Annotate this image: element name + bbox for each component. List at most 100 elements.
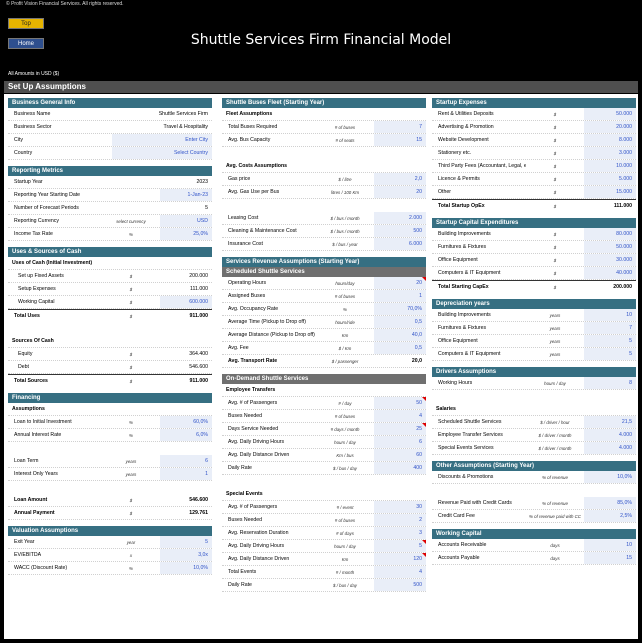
assumption-row: Buses Needed # of buses 4 xyxy=(222,410,426,423)
input-cell[interactable]: 30 xyxy=(374,501,426,513)
assumption-row: WACC (Discount Rate)% 10,0% xyxy=(8,562,212,575)
input-cell[interactable]: 2,5% xyxy=(584,510,636,522)
input-cell[interactable]: 1 xyxy=(160,468,212,480)
currency-note: All Amounts in USD ($) xyxy=(8,71,60,77)
input-cell[interactable]: USD xyxy=(160,215,212,227)
input-cell[interactable]: 6,0% xyxy=(160,429,212,441)
top-button[interactable]: Top xyxy=(8,18,44,29)
assumption-row: Avg. Daily Distance Driven Km 120 xyxy=(222,553,426,566)
input-cell[interactable]: 7 xyxy=(584,322,636,334)
input-cell[interactable]: 6 xyxy=(160,455,212,467)
input-cell[interactable]: 2.000 xyxy=(374,212,426,224)
input-cell[interactable]: 15.000 xyxy=(584,186,636,198)
input-cell[interactable]: Enter City xyxy=(112,134,212,146)
input-cell[interactable]: 10,0% xyxy=(584,471,636,483)
row-label: Avg. Bus Capacity xyxy=(228,137,271,143)
section-header: Other Assumptions (Starting Year) xyxy=(432,461,636,471)
row-label: Equity xyxy=(18,351,33,357)
input-cell[interactable]: 5 xyxy=(584,348,636,360)
input-cell[interactable]: 7 xyxy=(374,121,426,133)
input-cell[interactable]: 2,0 xyxy=(374,173,426,185)
input-cell[interactable]: 50 xyxy=(374,397,426,409)
input-cell[interactable]: 4.000 xyxy=(584,442,636,454)
input-cell[interactable]: 2 xyxy=(374,514,426,526)
input-cell[interactable]: 6.000 xyxy=(374,238,426,250)
subheading: Employee Transfers xyxy=(222,384,426,397)
input-cell[interactable]: 60,0% xyxy=(160,416,212,428)
assumption-row: Reporting Currency select currency USD xyxy=(8,215,212,228)
value-cell: 111.000 xyxy=(613,203,632,209)
input-cell[interactable]: 40.000 xyxy=(584,267,636,279)
input-cell[interactable]: 50.000 xyxy=(584,108,636,120)
input-cell[interactable]: 10.000 xyxy=(584,160,636,172)
input-cell[interactable]: 500 xyxy=(374,225,426,237)
assumption-row: Days Service Needed # days / month 25 xyxy=(222,423,426,436)
input-cell[interactable]: 6 xyxy=(374,436,426,448)
input-cell[interactable]: 50.000 xyxy=(584,241,636,253)
input-cell[interactable]: 20 xyxy=(374,186,426,198)
input-cell[interactable]: 15 xyxy=(374,134,426,146)
input-cell[interactable]: 5 xyxy=(160,536,212,548)
input-cell[interactable]: 1 xyxy=(374,290,426,302)
input-cell[interactable]: 120 xyxy=(374,553,426,565)
input-cell[interactable]: Select Country xyxy=(112,147,212,159)
input-cell[interactable]: 10 xyxy=(584,539,636,551)
row-label: Website Development xyxy=(438,137,489,143)
input-cell[interactable]: 8.000 xyxy=(584,134,636,146)
assumption-row: Debt $546.600 xyxy=(8,361,212,374)
input-cell[interactable]: 3,0x xyxy=(160,549,212,561)
assumption-row: Total Starting CapEx $200.000 xyxy=(432,280,636,293)
input-cell[interactable]: 21,5 xyxy=(584,416,636,428)
input-cell[interactable]: 4.000 xyxy=(584,429,636,441)
input-cell[interactable]: 0,5 xyxy=(374,342,426,354)
input-cell[interactable]: 40,0 xyxy=(374,329,426,341)
row-label: Avg. Fee xyxy=(228,345,249,351)
assumption-row: Employee Transfer Services $ / driver / m… xyxy=(432,429,636,442)
input-cell[interactable]: 80.000 xyxy=(584,228,636,240)
input-cell[interactable]: 500 xyxy=(374,579,426,591)
assumption-row: Annual Payment $129.761 xyxy=(8,507,212,520)
input-cell[interactable]: 10,0% xyxy=(160,562,212,574)
row-label: Interest Only Years xyxy=(14,471,58,477)
input-cell[interactable]: 5 xyxy=(584,335,636,347)
assumption-row: Total Sources $911.000 xyxy=(8,374,212,387)
home-button[interactable]: Home xyxy=(8,38,44,49)
input-cell[interactable]: 0,5 xyxy=(374,316,426,328)
input-cell[interactable]: 70,0% xyxy=(374,303,426,315)
row-unit: $ xyxy=(553,112,557,117)
row-label: Scheduled Shuttle Services xyxy=(438,419,502,425)
assumption-row: Avg. Gas Use per Bus litres / 100 Km 20 xyxy=(222,186,426,199)
assumption-row: Loan to Initial Investment% 60,0% xyxy=(8,416,212,429)
input-cell[interactable]: 10 xyxy=(584,309,636,321)
input-cell[interactable]: 20.000 xyxy=(584,121,636,133)
input-cell[interactable]: 85,0% xyxy=(584,497,636,509)
input-cell[interactable]: 15 xyxy=(584,552,636,564)
assumption-row: Total Buses Required # of buses 7 xyxy=(222,121,426,134)
input-cell[interactable]: 4 xyxy=(374,566,426,578)
assumption-row: Daily Rate $ / bus / day 500 xyxy=(222,579,426,592)
input-cell[interactable]: 600.000 xyxy=(160,296,212,308)
input-cell[interactable]: 4 xyxy=(374,410,426,422)
assumption-row: Income Tax Rate% 25,0% xyxy=(8,228,212,241)
input-cell[interactable]: 25 xyxy=(374,423,426,435)
value-cell: 2023 xyxy=(196,179,208,185)
value-cell: 911.000 xyxy=(189,313,208,319)
input-cell[interactable]: 400 xyxy=(374,462,426,474)
input-cell[interactable]: 30.000 xyxy=(584,254,636,266)
row-unit: $ xyxy=(553,204,557,209)
input-cell[interactable]: 3.000 xyxy=(584,147,636,159)
row-unit: litres / 100 Km xyxy=(330,190,360,195)
input-cell[interactable]: 8 xyxy=(584,377,636,389)
input-cell[interactable]: 5 xyxy=(374,540,426,552)
row-label: Debt xyxy=(18,364,29,370)
input-cell[interactable]: 5.000 xyxy=(584,173,636,185)
input-cell[interactable]: 60 xyxy=(374,449,426,461)
row-unit xyxy=(102,189,160,201)
section-header: Uses & Sources of Cash xyxy=(8,247,212,257)
row-unit xyxy=(102,108,112,120)
input-cell[interactable]: 3 xyxy=(374,527,426,539)
input-cell[interactable]: 20 xyxy=(374,277,426,289)
assumption-row: Accounts Receivable days 10 xyxy=(432,539,636,552)
input-cell[interactable]: 1-Jan-23 xyxy=(160,189,212,201)
input-cell[interactable]: 25,0% xyxy=(160,228,212,240)
